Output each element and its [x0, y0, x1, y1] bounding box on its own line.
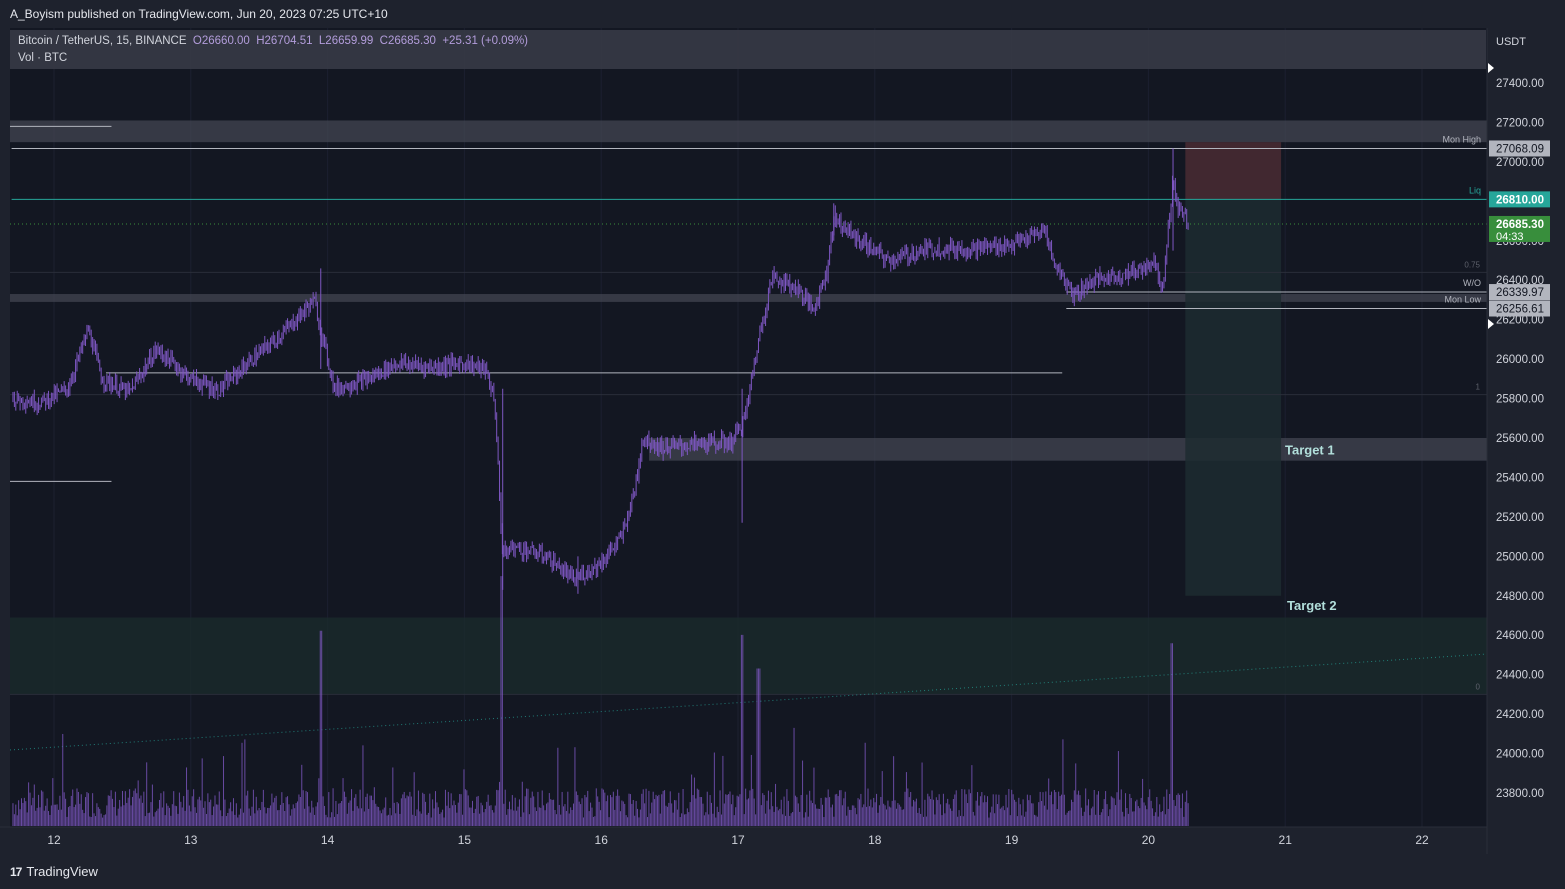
y-tick-label: 27000.00	[1496, 157, 1544, 169]
x-tick-label: 21	[1279, 833, 1293, 847]
legend-change: +25.31 (+0.09%)	[442, 35, 529, 47]
x-tick-label: 19	[1005, 833, 1019, 847]
y-tick-label: 24800.00	[1496, 591, 1544, 603]
zone-band	[10, 294, 1487, 302]
price-axis-panel	[1487, 28, 1565, 854]
y-tick-label: 25400.00	[1496, 472, 1544, 484]
x-tick-label: 18	[868, 833, 882, 847]
y-tick-label: 27400.00	[1496, 78, 1544, 90]
price-axis-arrow-icon	[1488, 319, 1494, 329]
y-tick-label: 23800.00	[1496, 788, 1544, 800]
price-label-box	[1489, 191, 1550, 208]
tradingview-brand: TradingView	[26, 864, 98, 879]
currency-label: USDT	[1496, 36, 1526, 48]
legend-bar	[10, 30, 1486, 69]
fib-level-label: 0.75	[1464, 260, 1480, 269]
y-tick-label: 26200.00	[1496, 315, 1544, 327]
legend-low: L26659.99	[318, 35, 374, 47]
position-stop-zone	[1185, 142, 1282, 200]
legend-volume[interactable]: Vol · BTC	[18, 52, 68, 64]
price-axis-arrow-icon	[1488, 63, 1494, 73]
tradingview-logo[interactable]: 17 TradingView	[10, 864, 98, 879]
legend-open: O26660.00	[192, 35, 250, 47]
y-tick-label: 25200.00	[1496, 512, 1544, 524]
y-tick-label: 25600.00	[1496, 433, 1544, 445]
fib-level-label: 0	[1476, 682, 1481, 691]
price-label: 26339.97	[1496, 287, 1544, 299]
x-tick-label: 12	[47, 833, 61, 847]
volume-trend-line	[9, 653, 1488, 751]
legend-high: H26704.51	[256, 35, 313, 47]
price-chart[interactable]: 12 13 14 15 16 17 18 19 20 21 22 Target 1 Target 2 0.…	[0, 28, 1565, 854]
price-label: 26810.00	[1496, 194, 1544, 206]
price-label-box	[1489, 140, 1550, 157]
level-line-label: Mon High	[1442, 134, 1481, 144]
x-tick-label: 15	[458, 833, 472, 847]
legend-close: C26685.30	[379, 35, 436, 47]
x-tick-label: 17	[731, 833, 745, 847]
y-tick-label: 27200.00	[1496, 117, 1544, 129]
price-label: 26256.61	[1496, 304, 1544, 316]
price-label-box	[1489, 215, 1550, 242]
level-line-label: Liq	[1469, 185, 1481, 195]
price-label-countdown: 04:33	[1496, 231, 1524, 243]
price-label: 27068.09	[1496, 143, 1544, 155]
tradingview-logo-icon: 17	[10, 864, 22, 879]
x-tick-label: 13	[184, 833, 198, 847]
y-tick-label: 26000.00	[1496, 354, 1544, 366]
legend-symbol: Bitcoin / TetherUS, 15, BINANCE	[18, 35, 187, 47]
x-tick-label: 16	[595, 833, 609, 847]
fib-level-label: 1	[1476, 383, 1481, 392]
y-tick-label: 24600.00	[1496, 630, 1544, 642]
volume-bars	[12, 576, 1189, 826]
candles	[12, 148, 1189, 594]
zone-band	[10, 120, 1487, 143]
position-target-zone	[1185, 199, 1282, 596]
x-tick-label: 14	[321, 833, 335, 847]
y-tick-label: 24000.00	[1496, 749, 1544, 761]
x-tick-label: 22	[1415, 833, 1429, 847]
legend-ohlc[interactable]: Bitcoin / TetherUS, 15, BINANCE O26660.0…	[18, 35, 528, 47]
level-line-label: Mon Low	[1444, 295, 1481, 305]
zone-band	[10, 617, 1487, 695]
target-2-label: Target 2	[1287, 598, 1337, 613]
price-label: 26685.30	[1496, 219, 1544, 231]
y-tick-label: 25800.00	[1496, 394, 1544, 406]
zone-band	[649, 438, 1487, 461]
y-tick-label: 25000.00	[1496, 551, 1544, 563]
price-label-box	[1489, 300, 1550, 317]
zone-label: Target 1	[1285, 442, 1335, 457]
y-tick-label: 24400.00	[1496, 670, 1544, 682]
x-tick-label: 20	[1142, 833, 1156, 847]
chart-area[interactable]: 12 13 14 15 16 17 18 19 20 21 22 Target 1 Target 2 0.…	[0, 28, 1565, 854]
publisher-line: A_Boyism published on TradingView.com, J…	[10, 7, 388, 21]
price-label-box	[1489, 284, 1550, 301]
y-tick-label: 24200.00	[1496, 709, 1544, 721]
level-line-label: W/O	[1463, 278, 1481, 288]
footer-bar	[0, 854, 1565, 889]
